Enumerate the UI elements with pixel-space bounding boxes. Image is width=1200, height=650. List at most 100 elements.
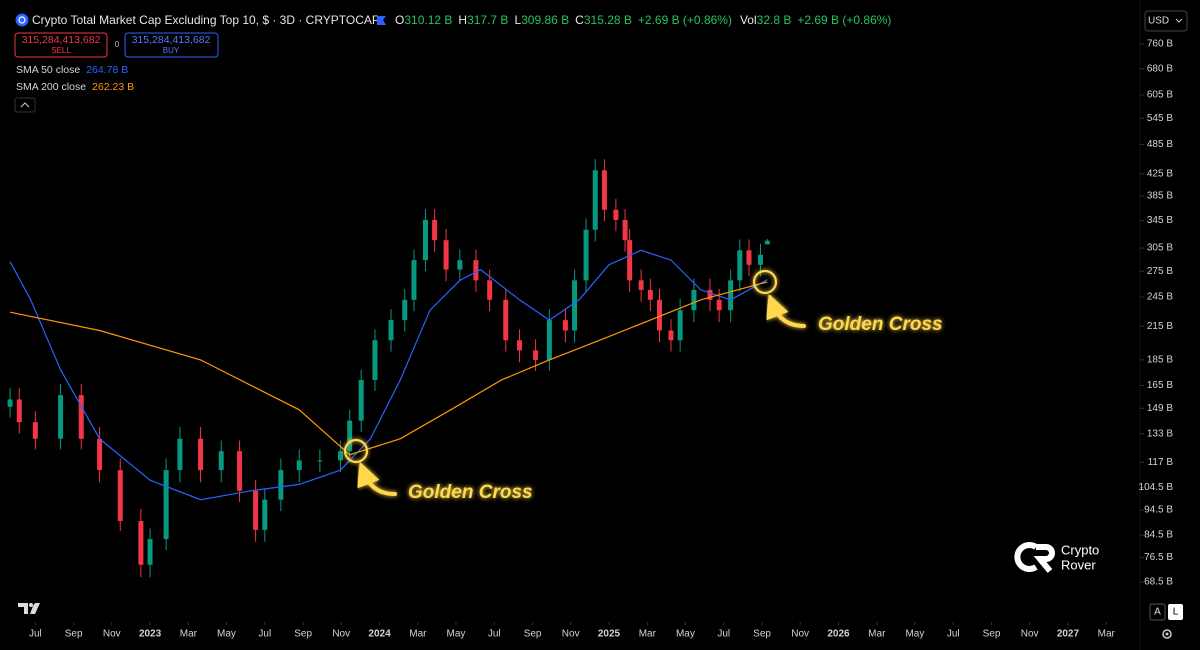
- candle-body: [372, 340, 378, 381]
- candle-body: [422, 219, 428, 261]
- buy-price[interactable]: 315,284,413,682: [132, 34, 211, 46]
- x-tick-label: Nov: [791, 629, 809, 640]
- candle-body: [622, 219, 628, 241]
- change: +2.69 B (+0.86%): [638, 13, 732, 27]
- candle-body: [338, 451, 344, 461]
- buy-button[interactable]: [124, 32, 219, 58]
- ohlc-key: C: [575, 13, 584, 27]
- x-tick-label: May: [447, 629, 466, 640]
- candle-body: [388, 320, 394, 341]
- candle-body: [163, 470, 169, 540]
- y-tick-label: 133 B: [1147, 428, 1173, 439]
- candle-body: [402, 299, 408, 321]
- x-tick-label: 2027: [1057, 629, 1080, 640]
- log-scale-button[interactable]: [1168, 604, 1183, 620]
- candle-body: [533, 350, 539, 360]
- y-tick-label: 385 B: [1147, 191, 1173, 202]
- candle-body: [296, 460, 302, 471]
- x-tick-label: 2025: [598, 629, 621, 640]
- candle-body: [432, 219, 438, 241]
- candle-body: [691, 289, 697, 311]
- legend-name: SMA 50 close: [16, 64, 80, 76]
- x-tick-label: Mar: [409, 629, 427, 640]
- legend-value: 264.78 B: [86, 64, 128, 76]
- y-tick-label: 345 B: [1147, 215, 1173, 226]
- x-tick-label: Nov: [1021, 629, 1039, 640]
- candle-body: [613, 209, 619, 220]
- candle-body: [572, 280, 578, 331]
- sma-line: [9, 249, 768, 501]
- candle-body: [117, 470, 123, 521]
- sell-price[interactable]: 315,284,413,682: [22, 34, 101, 46]
- sell-button[interactable]: [14, 32, 108, 58]
- candle-body: [411, 260, 417, 300]
- ohlc-readout: O310.12 B H317.7 B L309.86 B C315.28 B +2.69…: [395, 13, 891, 27]
- candle-body: [592, 170, 598, 230]
- candle-body: [278, 470, 284, 500]
- currency-chevron[interactable]: [1175, 18, 1183, 23]
- currency[interactable]: USD: [1148, 16, 1169, 27]
- candle-body: [473, 260, 479, 281]
- legend-value: 262.23 B: [92, 81, 134, 93]
- candle-body: [198, 438, 204, 471]
- candle-body: [97, 438, 103, 471]
- candle-body: [728, 280, 734, 311]
- tv-logo: [18, 603, 40, 614]
- x-tick-label: 2024: [368, 629, 391, 640]
- y-tick-label: 760 B: [1147, 39, 1173, 50]
- vol-change: +2.69 B (+0.86%): [797, 13, 891, 27]
- watermark-text: Rover: [1061, 557, 1096, 572]
- y-tick-label: 485 B: [1147, 139, 1173, 150]
- ohlc-key: O: [395, 13, 404, 27]
- y-tick-label: 76.5 B: [1144, 552, 1173, 563]
- y-tick-label: 605 B: [1147, 90, 1173, 101]
- x-tick-label: 2026: [827, 629, 850, 640]
- scale-button-label[interactable]: L: [1173, 607, 1179, 618]
- sell-label[interactable]: SELL: [51, 46, 71, 55]
- candle-body: [656, 299, 662, 331]
- y-tick-label: 680 B: [1147, 63, 1173, 74]
- tv-logo: [29, 603, 33, 607]
- x-tick-label: 2023: [139, 629, 162, 640]
- auto-scale-button[interactable]: [1149, 603, 1166, 621]
- legend-entry: SMA 200 close 262.23 B: [16, 81, 134, 93]
- candle-body: [218, 451, 224, 471]
- x-tick-label: Mar: [180, 629, 198, 640]
- logo: [1014, 542, 1038, 572]
- candle-body: [317, 460, 323, 462]
- x-tick-label: Jul: [258, 629, 271, 640]
- candle-body: [601, 170, 607, 210]
- y-tick-label: 425 B: [1147, 169, 1173, 180]
- y-tick-label: 165 B: [1147, 380, 1173, 391]
- collapse-icon[interactable]: [20, 102, 30, 108]
- legend-entry: SMA 50 close 264.78 B: [16, 64, 128, 76]
- collapse-button[interactable]: [14, 97, 36, 113]
- currency-button[interactable]: [1144, 10, 1188, 32]
- legend-name: SMA 200 close: [16, 81, 86, 93]
- candle-body: [7, 399, 13, 407]
- annotation-arrow: [766, 293, 806, 328]
- scale-button-label[interactable]: A: [1154, 607, 1161, 618]
- y-tick-label: 104.5 B: [1139, 482, 1174, 493]
- symbol-icon: [18, 16, 26, 24]
- y-tick-label: 275 B: [1147, 266, 1173, 277]
- settings-icon[interactable]: [1165, 632, 1169, 636]
- candle-body: [457, 260, 463, 270]
- flag-icon: [377, 16, 386, 25]
- candle-body: [746, 250, 752, 265]
- candle-body: [677, 310, 683, 341]
- buy-label[interactable]: BUY: [163, 46, 180, 55]
- y-tick-label: 185 B: [1147, 355, 1173, 366]
- x-tick-label: Sep: [983, 629, 1001, 640]
- candle-body: [737, 250, 743, 281]
- candle-body: [147, 539, 153, 565]
- sma-line: [9, 281, 768, 456]
- y-tick-label: 94.5 B: [1144, 505, 1173, 516]
- x-tick-label: Sep: [524, 629, 542, 640]
- vol-key: Vol: [740, 13, 757, 27]
- annotation-arrow: [357, 461, 397, 496]
- settings-icon[interactable]: [1162, 629, 1172, 639]
- candle-body: [503, 299, 509, 341]
